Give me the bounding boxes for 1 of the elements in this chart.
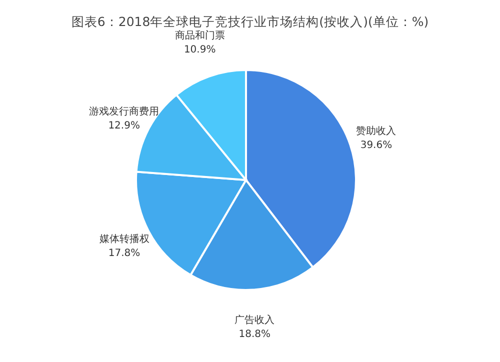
title: 图表6：2018年全球电子竞技行业市场结构(按收入)(单位：%): [71, 14, 429, 29]
